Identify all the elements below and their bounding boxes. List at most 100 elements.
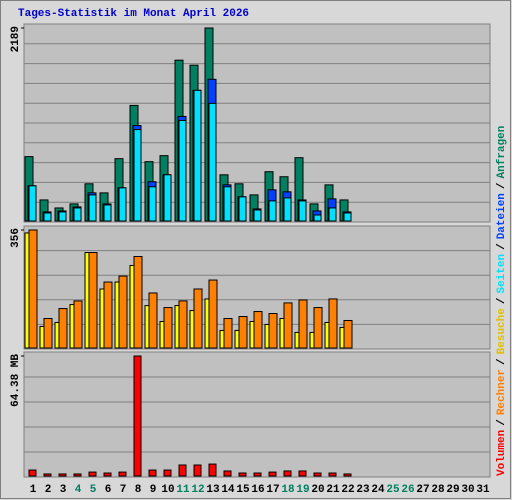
x-tick-label: 29 <box>446 484 459 496</box>
bar <box>193 464 202 477</box>
bar <box>28 185 37 222</box>
x-tick-label: 26 <box>401 484 414 496</box>
bar <box>283 302 293 349</box>
y-tick-label: 2189 <box>10 26 22 52</box>
x-tick-label: 3 <box>60 484 67 496</box>
legend-separator: / <box>496 182 508 189</box>
bar <box>223 186 232 222</box>
legend-entry: Rechner <box>496 369 508 415</box>
bar <box>208 463 217 477</box>
x-tick-label: 6 <box>105 484 112 496</box>
bar <box>163 307 173 349</box>
bar <box>73 207 82 222</box>
x-tick-label: 19 <box>296 484 309 496</box>
bar <box>343 473 352 477</box>
bar <box>223 470 232 477</box>
bar <box>328 472 337 477</box>
legend: Volumen / Rechner / Besuche / Seiten / Dateien / A… <box>496 126 508 476</box>
bar <box>313 307 323 349</box>
bar <box>58 308 68 349</box>
bar <box>73 473 82 477</box>
legend-separator: / <box>496 243 508 250</box>
x-tick-label: 9 <box>150 484 157 496</box>
bar <box>43 473 52 477</box>
bar <box>163 469 172 477</box>
bar <box>178 300 188 349</box>
bar <box>163 174 172 222</box>
bar <box>133 129 142 222</box>
bar <box>193 89 202 222</box>
x-tick-label: 11 <box>176 484 190 496</box>
bar <box>253 311 263 349</box>
x-tick-label: 23 <box>356 484 370 496</box>
x-tick-label: 22 <box>341 484 354 496</box>
bar <box>283 197 292 222</box>
bar <box>133 355 142 477</box>
bar <box>28 229 38 349</box>
bar <box>268 471 277 477</box>
legend-entry: Dateien <box>496 193 508 239</box>
bar <box>58 211 67 222</box>
legend-separator: / <box>496 419 508 426</box>
bar <box>88 471 97 477</box>
legend-entry: Volumen <box>496 430 508 476</box>
bar <box>313 472 322 477</box>
legend-separator: / <box>496 297 508 304</box>
x-tick-label: 8 <box>135 484 142 496</box>
bar <box>238 316 248 349</box>
bar <box>208 279 218 349</box>
bar <box>208 102 217 222</box>
bar <box>178 464 187 477</box>
x-tick-label: 20 <box>311 484 324 496</box>
bar <box>103 472 112 477</box>
bar <box>238 472 247 477</box>
x-tick-label: 7 <box>120 484 127 496</box>
x-tick-label: 1 <box>30 484 37 496</box>
bar <box>268 200 277 222</box>
bar <box>328 298 338 349</box>
bar <box>148 469 157 477</box>
bar <box>43 318 53 349</box>
bar <box>118 471 127 477</box>
x-tick-label: 27 <box>416 484 429 496</box>
legend-entry: Anfragen <box>496 126 508 179</box>
x-tick-label: 4 <box>75 484 82 496</box>
x-tick-label: 14 <box>221 484 235 496</box>
bar <box>298 299 308 349</box>
x-tick-label: 21 <box>326 484 340 496</box>
y-tick-label: 356 <box>10 228 22 248</box>
x-tick-label: 2 <box>45 484 52 496</box>
legend-separator: / <box>496 358 508 365</box>
x-tick-label: 16 <box>251 484 264 496</box>
bar <box>88 252 98 349</box>
bar <box>118 187 127 222</box>
x-tick-label: 31 <box>476 484 490 496</box>
y-tick-label: 64.38 MB <box>10 354 22 407</box>
bar <box>253 209 262 222</box>
x-tick-label: 18 <box>281 484 295 496</box>
bar <box>343 212 352 222</box>
x-tick-label: 25 <box>386 484 400 496</box>
bar <box>103 204 112 222</box>
legend-entry: Besuche <box>496 308 508 355</box>
x-tick-label: 12 <box>191 484 204 496</box>
x-tick-label: 15 <box>236 484 250 496</box>
chart-title: Tages-Statistik im Monat April 2026 <box>18 8 249 20</box>
bar <box>43 212 52 222</box>
legend-entry: Seiten <box>496 254 508 294</box>
plot-area <box>23 351 491 478</box>
bar <box>298 470 307 477</box>
bar <box>343 319 353 349</box>
bar <box>268 313 278 349</box>
bar <box>28 469 37 477</box>
bar <box>118 275 128 349</box>
bar <box>223 318 233 349</box>
bar <box>148 186 157 222</box>
bar <box>193 288 203 349</box>
x-tick-label: 17 <box>266 484 279 496</box>
bar <box>103 281 113 349</box>
bar <box>238 196 247 222</box>
x-tick-label: 13 <box>206 484 220 496</box>
